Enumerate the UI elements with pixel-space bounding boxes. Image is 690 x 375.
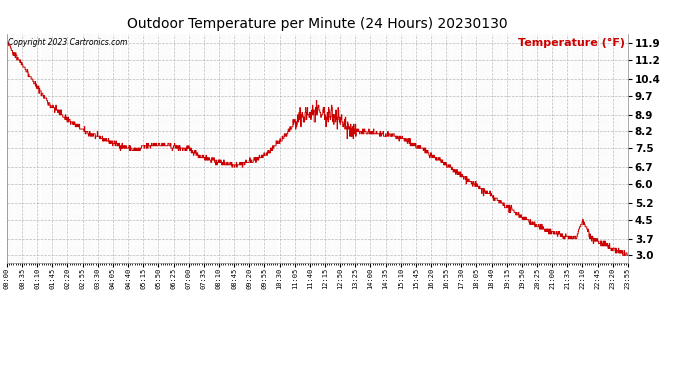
Text: Copyright 2023 Cartronics.com: Copyright 2023 Cartronics.com	[8, 38, 128, 47]
Text: Temperature (°F): Temperature (°F)	[518, 38, 625, 48]
Title: Outdoor Temperature per Minute (24 Hours) 20230130: Outdoor Temperature per Minute (24 Hours…	[127, 17, 508, 31]
